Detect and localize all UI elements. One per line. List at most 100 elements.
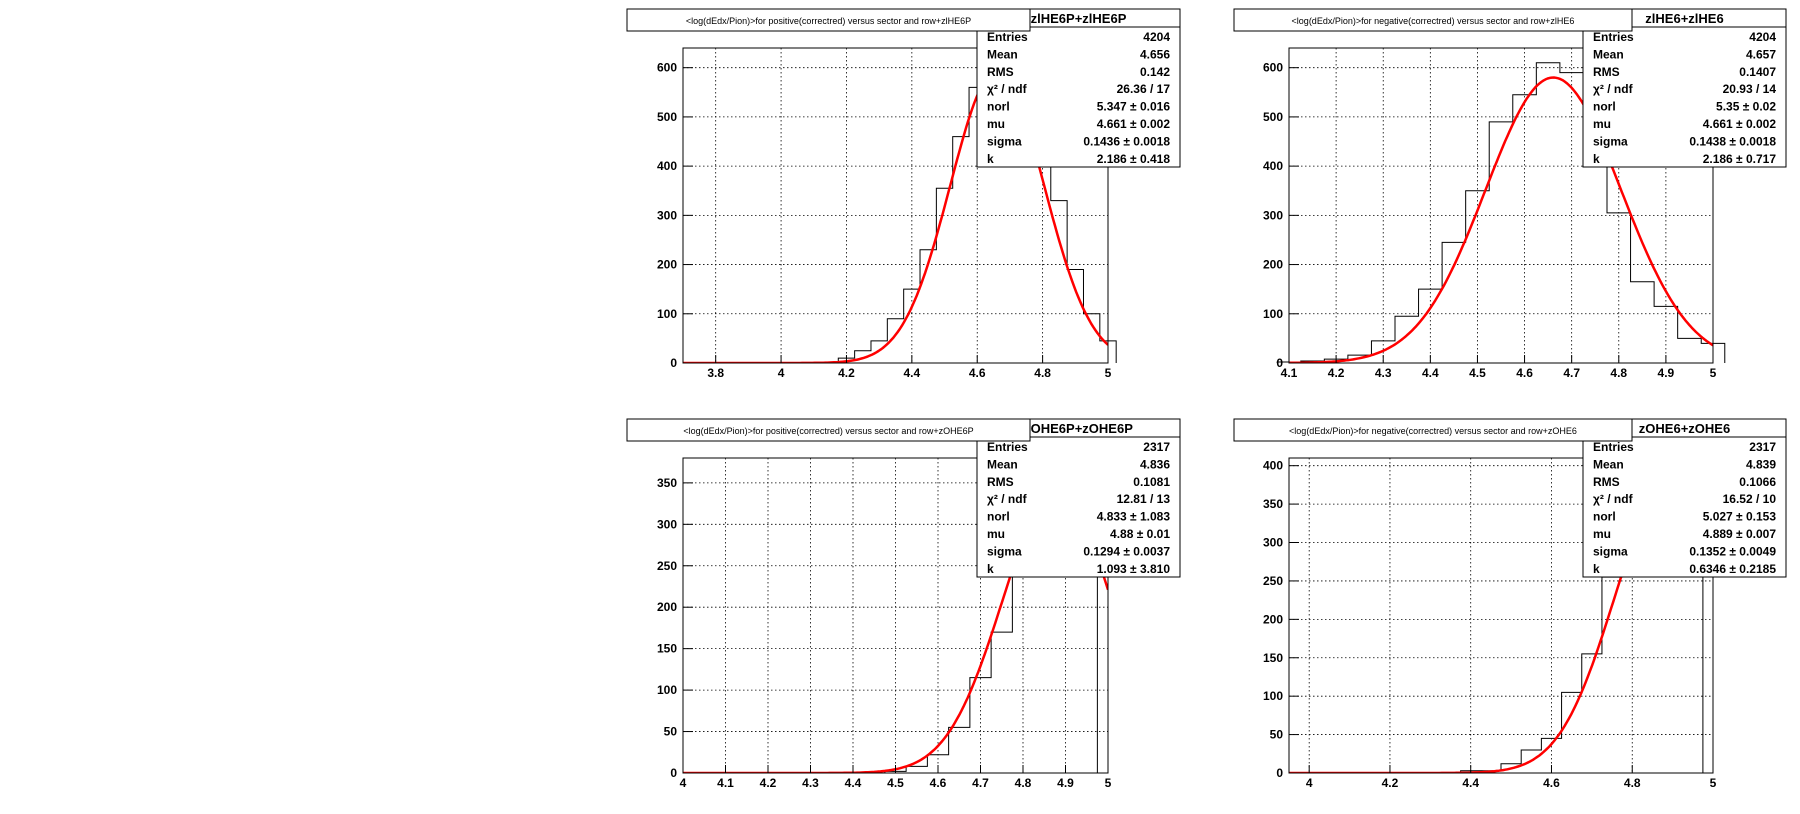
stat-label: k — [1593, 562, 1600, 576]
y-tick-label: 0 — [670, 356, 677, 370]
stat-value: 16.52 / 10 — [1723, 492, 1777, 506]
stat-label: Mean — [1593, 47, 1624, 61]
stat-value: 0.1066 — [1739, 475, 1776, 489]
x-tick-label: 4.2 — [1328, 366, 1345, 380]
title-box — [626, 418, 1031, 442]
stat-label: RMS — [1593, 65, 1620, 79]
stat-value: 4204 — [1143, 30, 1170, 44]
x-tick-label: 4.6 — [1516, 366, 1533, 380]
stat-value: 26.36 / 17 — [1117, 82, 1171, 96]
y-tick-label: 400 — [1263, 159, 1283, 173]
y-tick-label: 0 — [1276, 766, 1283, 780]
histogram-pad-2: 4.1 4.2 4.3 4.4 4.5 4.6 4.7 4.8 4.9 5 0 100 200 300 40… — [1233, 8, 1787, 380]
stat-value: 2317 — [1749, 440, 1776, 454]
stat-label: norl — [987, 510, 1010, 524]
stats-box — [1582, 418, 1787, 578]
stats-box-name: zOHE6P+zOHE6P — [1024, 421, 1133, 436]
x-tick-label: 4.6 — [969, 366, 986, 380]
y-tick-label: 300 — [657, 517, 677, 531]
stat-label: Mean — [987, 457, 1018, 471]
x-tick-label: 5 — [1710, 366, 1717, 380]
stat-label: mu — [987, 117, 1005, 131]
y-tick-label: 100 — [1263, 307, 1283, 321]
y-tick-label: 600 — [1263, 61, 1283, 75]
y-tick-label: 0 — [1276, 356, 1283, 370]
stat-value: 4.836 — [1140, 457, 1170, 471]
x-tick-label: 4.1 — [1281, 366, 1298, 380]
stat-label: Mean — [987, 47, 1018, 61]
stat-label: Entries — [1593, 30, 1634, 44]
stat-value: 0.1294 ± 0.0037 — [1083, 544, 1170, 558]
stat-label: χ² / ndf — [1593, 492, 1634, 506]
stat-value: 4.839 — [1746, 457, 1776, 471]
stat-label: χ² / ndf — [987, 82, 1028, 96]
y-tick-label: 500 — [1263, 110, 1283, 124]
x-tick-label: 4.7 — [972, 776, 989, 790]
stat-label: RMS — [987, 475, 1014, 489]
x-tick-label: 4.7 — [1563, 366, 1580, 380]
y-tick-label: 350 — [657, 476, 677, 490]
x-tick-label: 4.6 — [1543, 776, 1560, 790]
stat-value: 20.93 / 14 — [1723, 82, 1777, 96]
x-tick-label: 4.1 — [717, 776, 734, 790]
stats-box-name: zOHE6+zOHE6 — [1639, 421, 1730, 436]
stat-value: 5.35 ± 0.02 — [1716, 100, 1776, 114]
stat-value: 2.186 ± 0.717 — [1703, 152, 1777, 166]
stat-value: 0.142 — [1140, 65, 1170, 79]
title-box — [626, 8, 1031, 32]
y-tick-label: 100 — [657, 307, 677, 321]
y-tick-label: 50 — [664, 725, 678, 739]
x-tick-label: 4.6 — [930, 776, 947, 790]
chart-title: <log(dEdx/Pion)>for negative(correctred)… — [1292, 16, 1575, 26]
plot-frame — [1288, 47, 1714, 364]
y-tick-label: 0 — [670, 766, 677, 780]
x-tick-label: 3.8 — [707, 366, 724, 380]
x-tick-label: 4.4 — [904, 366, 921, 380]
x-tick-label: 4 — [778, 366, 785, 380]
stat-value: 0.1081 — [1133, 475, 1170, 489]
x-tick-label: 4.2 — [1382, 776, 1399, 790]
stats-box — [976, 8, 1181, 168]
stat-value: 5.027 ± 0.153 — [1703, 510, 1777, 524]
y-tick-label: 200 — [1263, 612, 1283, 626]
histogram-pad-3: 4 4.1 4.2 4.3 4.4 4.5 4.6 4.7 4.8 4.9 505010015020… — [626, 418, 1181, 790]
x-tick-label: 4.4 — [1422, 366, 1439, 380]
stat-label: norl — [987, 100, 1010, 114]
stat-label: RMS — [1593, 475, 1620, 489]
stat-label: sigma — [987, 134, 1022, 148]
x-tick-label: 4.3 — [1375, 366, 1392, 380]
y-tick-label: 400 — [1263, 459, 1283, 473]
y-tick-label: 500 — [657, 110, 677, 124]
y-tick-label: 300 — [1263, 536, 1283, 550]
stat-label: Entries — [987, 440, 1028, 454]
x-tick-label: 4 — [1306, 776, 1313, 790]
stat-value: 4.833 ± 1.083 — [1097, 510, 1171, 524]
stat-value: 1.093 ± 3.810 — [1097, 562, 1171, 576]
y-tick-label: 250 — [657, 559, 677, 573]
title-box — [1233, 418, 1633, 442]
stat-value: 4.657 — [1746, 47, 1776, 61]
stat-value: 4.889 ± 0.007 — [1703, 527, 1777, 541]
stat-label: sigma — [1593, 134, 1628, 148]
x-tick-label: 4.8 — [1034, 366, 1051, 380]
x-tick-label: 4.5 — [1469, 366, 1486, 380]
stat-label: norl — [1593, 100, 1616, 114]
stat-value: 0.1438 ± 0.0018 — [1689, 134, 1776, 148]
stat-value: 5.347 ± 0.016 — [1097, 100, 1171, 114]
stat-value: 4.88 ± 0.01 — [1110, 527, 1170, 541]
stat-value: 2.186 ± 0.418 — [1097, 152, 1171, 166]
y-tick-label: 300 — [657, 208, 677, 222]
x-tick-label: 4.8 — [1624, 776, 1641, 790]
plot-frame — [1288, 457, 1714, 774]
stat-label: norl — [1593, 510, 1616, 524]
y-tick-label: 200 — [1263, 258, 1283, 272]
stats-box — [1582, 8, 1787, 168]
stats-box-name: zlHE6P+zlHE6P — [1031, 11, 1127, 26]
x-tick-label: 4.9 — [1658, 366, 1675, 380]
x-tick-label: 5 — [1105, 776, 1112, 790]
stat-value: 0.1352 ± 0.0049 — [1689, 544, 1776, 558]
stat-label: Entries — [987, 30, 1028, 44]
x-tick-label: 4 — [680, 776, 687, 790]
x-tick-label: 4.8 — [1610, 366, 1627, 380]
x-tick-label: 4.5 — [887, 776, 904, 790]
